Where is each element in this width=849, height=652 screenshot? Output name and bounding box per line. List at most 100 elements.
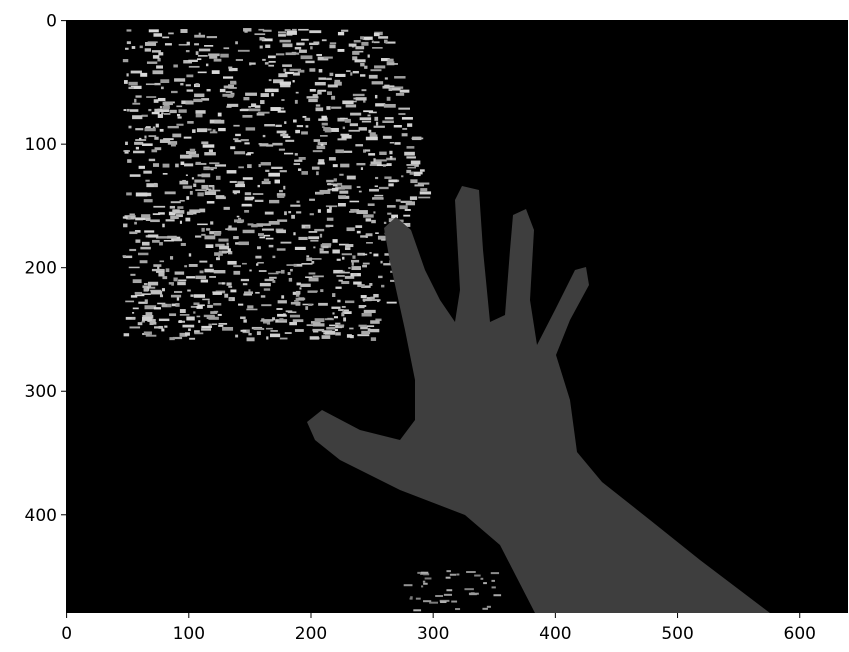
speckle — [251, 196, 255, 200]
speckle — [218, 322, 228, 325]
speckle — [350, 208, 360, 213]
speckle — [284, 71, 295, 75]
speckle — [345, 300, 355, 304]
speckle — [258, 164, 261, 168]
speckle — [128, 81, 138, 86]
speckle — [154, 147, 162, 151]
speckle — [406, 146, 415, 149]
speckle — [151, 268, 164, 272]
speckle — [186, 212, 194, 215]
speckle — [186, 276, 196, 279]
speckle — [260, 320, 272, 322]
speckle — [388, 179, 398, 183]
speckle — [198, 48, 211, 52]
speckle — [233, 219, 245, 223]
speckle — [152, 213, 161, 216]
speckle — [275, 53, 285, 56]
speckle — [243, 293, 253, 296]
speckle — [174, 78, 186, 82]
speckle — [129, 231, 138, 235]
speckle — [387, 212, 392, 215]
speckle — [367, 54, 370, 58]
speckle — [361, 312, 372, 317]
speckle — [344, 118, 351, 123]
speckle — [152, 239, 160, 243]
speckle — [256, 112, 265, 116]
speckle — [309, 30, 322, 34]
speckle — [409, 171, 414, 175]
x-tick-label: 0 — [61, 624, 72, 644]
speckle — [201, 227, 205, 232]
speckle — [369, 188, 379, 192]
speckle — [296, 200, 300, 203]
speckle — [298, 297, 305, 301]
speckle — [268, 60, 276, 63]
speckle — [389, 156, 393, 160]
speckle — [374, 94, 378, 99]
speckle — [341, 253, 352, 256]
speckle — [138, 301, 148, 304]
speckle — [284, 29, 291, 32]
speckle — [178, 320, 182, 323]
speckle — [215, 196, 226, 200]
speckle — [147, 281, 159, 286]
speckle — [145, 217, 151, 221]
speckle — [126, 192, 132, 196]
speckle — [411, 137, 424, 140]
speckle — [316, 53, 322, 57]
speckle — [159, 294, 164, 298]
speckle — [206, 201, 215, 204]
speckle — [309, 198, 315, 201]
speckle — [262, 29, 272, 32]
speckle — [157, 97, 166, 102]
speckle — [270, 333, 281, 338]
speckle — [215, 195, 225, 198]
speckle — [144, 135, 147, 139]
speckle — [386, 301, 397, 304]
speckle — [355, 144, 364, 147]
speckle — [277, 195, 285, 198]
speckle — [335, 332, 341, 336]
speckle — [362, 298, 372, 302]
speckle — [245, 153, 251, 156]
speckle — [179, 332, 188, 337]
speckle — [358, 127, 367, 131]
speckle — [196, 128, 208, 133]
speckle — [309, 89, 316, 92]
speckle — [187, 121, 194, 124]
speckle — [195, 235, 202, 238]
speckle — [141, 114, 148, 117]
speckle — [368, 111, 377, 114]
speckle — [373, 293, 379, 298]
speckle — [271, 166, 283, 170]
speckle — [209, 162, 220, 165]
speckle — [321, 122, 328, 126]
speckle — [320, 289, 324, 293]
speckle — [335, 73, 346, 77]
speckle — [294, 99, 298, 104]
speckle — [189, 209, 201, 213]
speckle — [141, 216, 146, 221]
speckle — [474, 574, 481, 577]
speckle — [377, 235, 386, 240]
speckle — [365, 136, 378, 141]
speckle — [289, 314, 301, 318]
speckle — [235, 242, 240, 245]
speckle — [373, 196, 383, 200]
speckle — [384, 77, 388, 80]
speckle — [344, 247, 351, 250]
speckle — [197, 192, 204, 197]
speckle — [246, 337, 255, 342]
speckle — [254, 199, 264, 202]
speckle — [227, 260, 237, 265]
speckle — [260, 162, 271, 166]
speckle — [382, 120, 394, 123]
speckle — [385, 41, 396, 44]
speckle — [171, 303, 176, 307]
speckle — [266, 321, 271, 325]
speckle — [373, 125, 385, 128]
speckle — [197, 55, 208, 57]
speckle — [306, 324, 314, 327]
speckle — [123, 150, 130, 152]
speckle — [420, 571, 429, 574]
